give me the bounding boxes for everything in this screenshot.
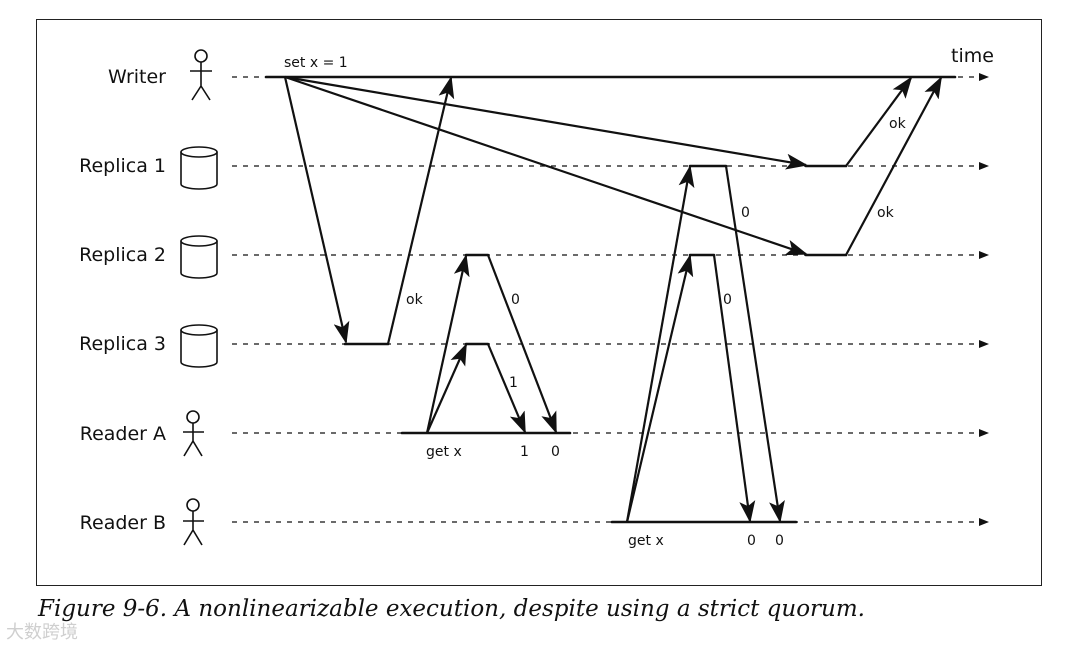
ack-label-replica-3: ok <box>406 292 424 308</box>
database-icon <box>180 235 218 279</box>
reader-b-operation-label: get x <box>628 533 664 549</box>
reader-a-result-1: 1 <box>520 444 529 460</box>
participant-label-writer: Writer <box>108 66 166 88</box>
response-label-replica-1-to-b: 0 <box>741 205 750 221</box>
participant-label-replica-2: Replica 2 <box>79 244 166 266</box>
reader-b-result-1: 0 <box>747 533 756 549</box>
response-label-replica-3-to-a: 1 <box>509 375 518 391</box>
sequence-diagram: Writer Replica 1 Replica 2 Replica 3 Rea… <box>79 45 994 549</box>
write-to-replica-1 <box>284 75 808 170</box>
user-icon <box>183 410 204 457</box>
figure-frame <box>36 19 1042 586</box>
database-icon <box>180 324 218 368</box>
write-to-replica-2 <box>284 75 808 256</box>
write-to-replica-3 <box>283 76 350 344</box>
reader-a-result-2: 0 <box>551 444 560 460</box>
response-replica-3-to-a <box>486 343 527 434</box>
user-icon <box>190 49 212 101</box>
ack-from-replica-3 <box>386 76 455 345</box>
reader-a-request-replica-2 <box>425 254 470 434</box>
reader-b-request-replica-1 <box>625 165 695 523</box>
reader-b-result-2: 0 <box>775 533 784 549</box>
response-label-replica-2-to-a: 0 <box>511 292 520 308</box>
response-label-replica-2-to-b: 0 <box>723 292 732 308</box>
participant-label-reader-b: Reader B <box>80 512 166 534</box>
participant-label-reader-a: Reader A <box>80 423 166 445</box>
response-replica-2-to-a <box>486 254 558 434</box>
database-icon <box>180 146 218 190</box>
ack-label-replica-2: ok <box>877 205 895 221</box>
participant-label-replica-3: Replica 3 <box>79 333 166 355</box>
ack-from-replica-2 <box>845 76 942 256</box>
reader-b-request-replica-2 <box>625 254 694 523</box>
ack-from-replica-1 <box>845 76 913 167</box>
ack-label-replica-1: ok <box>889 116 907 132</box>
reader-a-request-replica-3 <box>425 343 468 434</box>
user-icon <box>183 498 204 546</box>
writer-operation-label: set x = 1 <box>284 55 348 71</box>
watermark: 大数跨境 <box>6 622 78 643</box>
response-replica-1-to-b <box>724 165 785 523</box>
participant-label-replica-1: Replica 1 <box>79 155 166 177</box>
response-replica-2-to-b <box>712 254 756 523</box>
time-label: time <box>951 45 994 67</box>
reader-a-operation-label: get x <box>426 444 462 460</box>
figure-caption: Figure 9-6. A nonlinearizable execution,… <box>38 596 865 622</box>
